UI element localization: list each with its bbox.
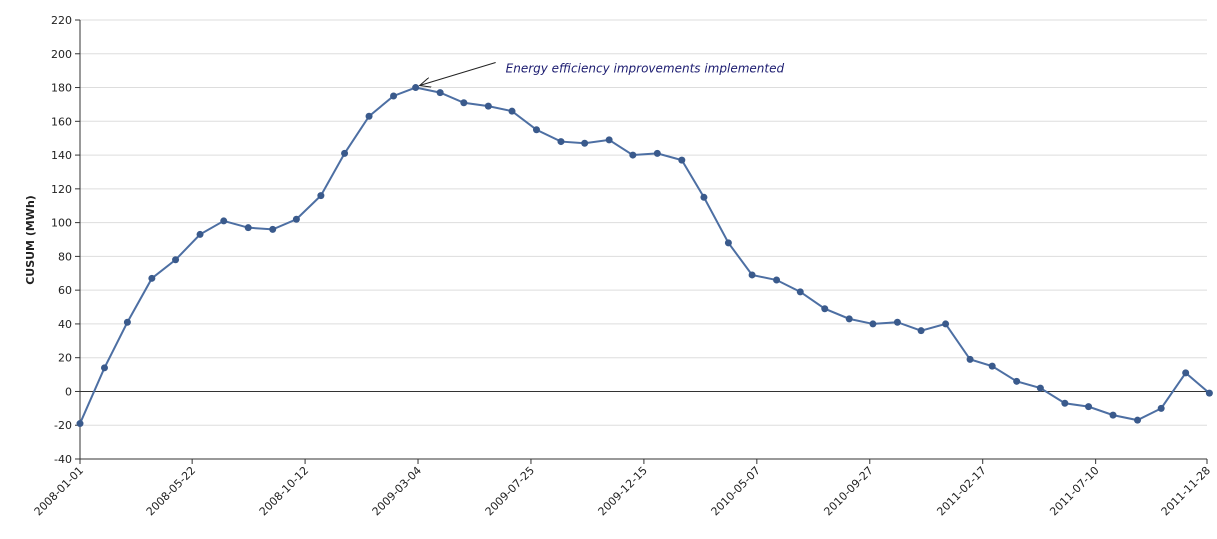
point xyxy=(317,192,325,200)
point xyxy=(893,318,901,326)
annotation: Energy efficiency improvements implement… xyxy=(506,62,785,76)
point xyxy=(700,193,708,201)
x-tick-label: 2010-05-07 xyxy=(709,464,763,518)
y-tick-label: 40 xyxy=(58,318,72,331)
point xyxy=(1205,389,1213,397)
point xyxy=(942,320,950,328)
point xyxy=(148,274,156,282)
point xyxy=(678,156,686,164)
x-tick-label: 2009-07-25 xyxy=(483,464,537,518)
point xyxy=(1036,384,1044,392)
line xyxy=(79,86,1211,424)
point xyxy=(436,89,444,97)
point xyxy=(1061,399,1069,407)
point xyxy=(196,230,204,238)
x-tick-label: 2008-01-01 xyxy=(32,464,86,518)
y-tick-label: 20 xyxy=(58,352,72,365)
y-tick-label: 180 xyxy=(51,82,72,95)
point xyxy=(292,215,300,223)
point xyxy=(1109,411,1117,419)
point xyxy=(508,107,516,115)
y-tick-label: 60 xyxy=(58,284,72,297)
y-tick-label: -40 xyxy=(54,453,72,466)
point xyxy=(724,239,732,247)
x-tick-label: 2009-12-15 xyxy=(596,464,650,518)
x-tick-label: 2011-07-10 xyxy=(1047,464,1101,518)
y-tick-label: 120 xyxy=(51,183,72,196)
y-tick-label: 80 xyxy=(58,250,72,263)
point xyxy=(412,84,420,92)
point xyxy=(773,276,781,284)
point xyxy=(220,217,228,225)
point xyxy=(821,305,829,313)
point xyxy=(988,362,996,370)
point xyxy=(796,288,804,296)
x-tick-label: 2009-03-04 xyxy=(370,464,424,518)
y-tick-label: 220 xyxy=(51,14,72,27)
point xyxy=(460,99,468,107)
point xyxy=(605,136,613,144)
point xyxy=(172,256,180,264)
point xyxy=(1013,377,1021,385)
point xyxy=(845,315,853,323)
point xyxy=(581,139,589,147)
point xyxy=(532,126,540,134)
point xyxy=(269,225,277,233)
x-tick-label: 2010-09-27 xyxy=(821,464,875,518)
point xyxy=(748,271,756,279)
point xyxy=(365,112,373,120)
point xyxy=(76,420,84,428)
point xyxy=(629,151,637,159)
point xyxy=(869,320,877,328)
y-tick-label: 160 xyxy=(51,115,72,128)
point xyxy=(390,92,398,100)
x-tick-label: 2008-10-12 xyxy=(257,464,311,518)
point xyxy=(1182,369,1190,377)
y-tick-label: -20 xyxy=(54,419,72,432)
point xyxy=(1157,404,1165,412)
annotation-arrow xyxy=(420,62,496,86)
point xyxy=(244,224,252,232)
x-tick-label: 2011-11-28 xyxy=(1159,464,1213,518)
point xyxy=(123,318,131,326)
point xyxy=(1134,416,1142,424)
point xyxy=(966,355,974,363)
point xyxy=(917,327,925,335)
y-tick-label: 200 xyxy=(51,48,72,61)
y-tick-label: 140 xyxy=(51,149,72,162)
point xyxy=(341,149,349,157)
x-tick-label: 2011-02-17 xyxy=(934,464,988,518)
point xyxy=(653,149,661,157)
point xyxy=(100,364,108,372)
y-tick-label: 0 xyxy=(65,385,72,398)
point xyxy=(557,138,565,146)
y-tick-label: 100 xyxy=(51,217,72,230)
point xyxy=(484,102,492,110)
point xyxy=(1085,403,1093,411)
x-tick-label: 2008-05-22 xyxy=(144,464,198,518)
y-axis-label: CUSUM (MWh) xyxy=(24,195,37,285)
